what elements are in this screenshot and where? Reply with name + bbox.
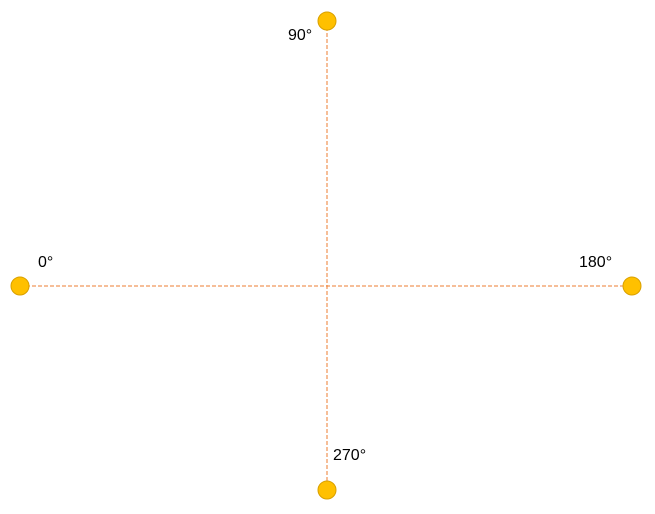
label-270-degrees: 270°	[333, 447, 366, 464]
label-90-degrees: 90°	[288, 27, 312, 44]
point-180-degrees	[622, 276, 642, 296]
label-180-degrees: 180°	[579, 254, 612, 271]
point-90-degrees	[317, 11, 337, 31]
label-0-degrees: 0°	[38, 254, 53, 271]
point-270-degrees	[317, 480, 337, 500]
point-0-degrees	[10, 276, 30, 296]
